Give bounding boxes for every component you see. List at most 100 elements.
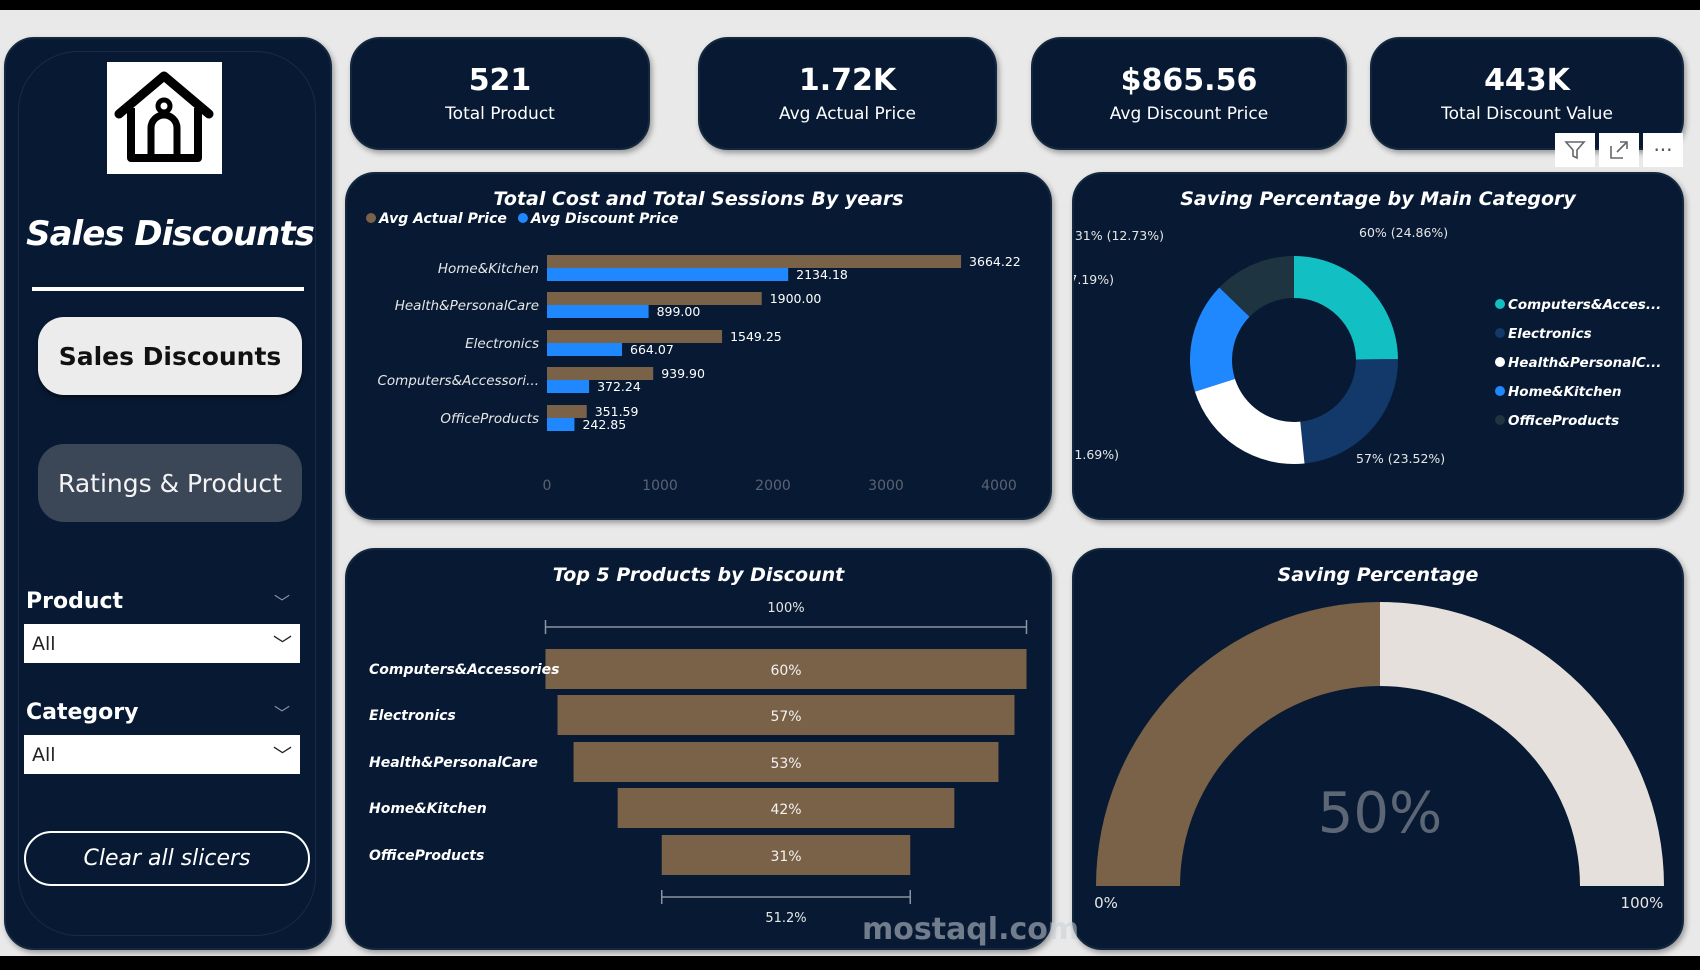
kpi-label: Total Product — [445, 104, 555, 124]
x-tick-label: 3000 — [868, 478, 904, 494]
legend-label: Avg Actual Price — [378, 211, 507, 227]
gauge-chart: 50% 0% 100% — [1094, 602, 1664, 912]
category-label: Home&Kitchen — [438, 261, 539, 277]
category-dropdown[interactable]: All ﹀ — [24, 735, 300, 774]
data-label: 939.90 — [661, 366, 705, 381]
gauge-max-label: 100% — [1621, 894, 1664, 912]
bar — [547, 343, 623, 356]
nav-sales-discounts-button[interactable]: Sales Discounts — [38, 317, 302, 395]
x-tick-label: 1000 — [642, 478, 678, 494]
data-label: 1549.25 — [730, 329, 782, 344]
kpi-value: 521 — [468, 63, 532, 98]
data-label: 899.00 — [657, 304, 701, 319]
gauge-chart-card: Saving Percentage 50% 0% 100% — [1072, 548, 1684, 950]
kpi-value: 443K — [1484, 63, 1570, 98]
bar-chart: Avg Actual Price Avg Discount Price Home&K… — [366, 211, 1021, 494]
category-label: Electronics — [465, 336, 539, 352]
funnel-bar — [573, 742, 999, 782]
legend-marker — [1495, 328, 1505, 338]
donut-slice — [1300, 359, 1398, 464]
slice-label: 53% (21.69%) — [1074, 447, 1119, 462]
legend-marker — [1495, 386, 1505, 396]
data-label: 1900.00 — [770, 291, 822, 306]
filter-icon[interactable] — [1555, 133, 1595, 167]
sidebar-inner-border — [18, 51, 316, 936]
gauge-value: 50% — [1318, 781, 1442, 846]
product-slicer-label: Product — [26, 589, 124, 614]
kpi-total-product: 521 Total Product — [350, 37, 650, 150]
product-dropdown[interactable]: All ﹀ — [24, 624, 300, 663]
funnel-value-label: 57% — [770, 709, 801, 725]
focus-mode-icon[interactable] — [1599, 133, 1639, 167]
bar — [547, 255, 962, 268]
bar — [547, 405, 587, 418]
visual-header: ··· — [1555, 133, 1683, 167]
chart-title: Top 5 Products by Discount — [552, 564, 845, 586]
chart-title: Saving Percentage — [1277, 564, 1479, 586]
kpi-total-discount-value: 443K Total Discount Value — [1370, 37, 1684, 150]
funnel-bar — [617, 788, 955, 828]
funnel-value-label: 53% — [770, 756, 801, 772]
donut-chart: 60% (24.86%) Computers&Acces... 57% (23.52… — [1074, 225, 1661, 466]
kpi-avg-actual-price: 1.72K Avg Actual Price — [698, 37, 997, 150]
data-label: 3664.22 — [969, 254, 1021, 269]
x-tick-label: 4000 — [981, 478, 1017, 494]
chevron-down-icon: ﹀ — [272, 634, 292, 656]
chart-title: Total Cost and Total Sessions By years — [493, 188, 904, 210]
funnel-category-label: OfficeProducts — [369, 848, 484, 864]
category-slicer-label: Category — [26, 700, 139, 725]
chevron-down-icon[interactable]: ﹀ — [274, 593, 291, 612]
bar — [547, 330, 723, 343]
funnel-value-label: 42% — [770, 802, 801, 818]
kpi-value: $865.56 — [1120, 63, 1258, 98]
legend-marker — [366, 213, 376, 223]
kpi-label: Total Discount Value — [1441, 104, 1613, 124]
gauge-min-label: 0% — [1094, 894, 1118, 912]
bottom-frame-bar — [0, 956, 1700, 970]
category-label: Health&PersonalCare — [395, 298, 539, 314]
legend-label: Electronics — [1508, 326, 1592, 342]
data-label: 664.07 — [630, 342, 674, 357]
donut-slice — [1194, 378, 1305, 464]
bar-chart-card: Total Cost and Total Sessions By years A… — [345, 172, 1052, 520]
legend-marker — [517, 213, 528, 223]
donut-slice — [1190, 287, 1250, 392]
house-icon — [107, 62, 222, 174]
funnel-bar — [545, 649, 1027, 689]
gauge-fill — [1096, 602, 1380, 886]
funnel-category-label: Home&Kitchen — [369, 801, 487, 817]
legend-marker — [1495, 415, 1505, 425]
legend-label: Avg Discount Price — [530, 211, 679, 227]
funnel-bar — [557, 695, 1015, 735]
top-axis-line — [544, 620, 1028, 634]
data-label: 351.59 — [595, 404, 639, 419]
watermark: mostaql.com — [862, 912, 1080, 947]
slice-label: 57% (23.52%) — [1356, 451, 1445, 466]
more-options-icon[interactable]: ··· — [1643, 133, 1683, 167]
kpi-label: Avg Actual Price — [778, 104, 917, 124]
bar — [547, 305, 649, 318]
legend-label: Home&Kitchen — [1508, 384, 1622, 400]
funnel-chart: 100% 60% Computers&Accessories 57% Electroni… — [369, 601, 1028, 926]
clear-all-slicers-button[interactable]: Clear all slicers — [24, 831, 310, 886]
funnel-value-label: 60% — [770, 663, 801, 679]
donut-slice — [1294, 256, 1398, 360]
product-dropdown-value: All — [32, 632, 56, 655]
funnel-category-label: Health&PersonalCare — [369, 755, 538, 771]
bar — [547, 367, 654, 380]
nav-ratings-product-button[interactable]: Ratings & Product — [38, 444, 302, 522]
kpi-label: Avg Discount Price — [1109, 104, 1269, 124]
app-title: Sales Discounts — [26, 214, 315, 254]
kpi-value: 1.72K — [798, 63, 897, 98]
bottom-axis-line — [660, 890, 912, 904]
donut-slice — [1219, 256, 1294, 317]
top-frame-bar — [0, 0, 1700, 10]
slice-label: 60% (24.86%) — [1359, 225, 1448, 240]
chevron-down-icon[interactable]: ﹀ — [274, 704, 291, 723]
funnel-category-label: Computers&Accessories — [369, 662, 559, 678]
sidebar: Sales Discounts Sales Discounts Ratings … — [4, 37, 332, 950]
slice-label: 42% (17.19%) — [1074, 272, 1114, 287]
bar — [547, 268, 789, 281]
category-label: OfficeProducts — [440, 411, 539, 427]
chart-title: Saving Percentage by Main Category — [1180, 188, 1576, 210]
